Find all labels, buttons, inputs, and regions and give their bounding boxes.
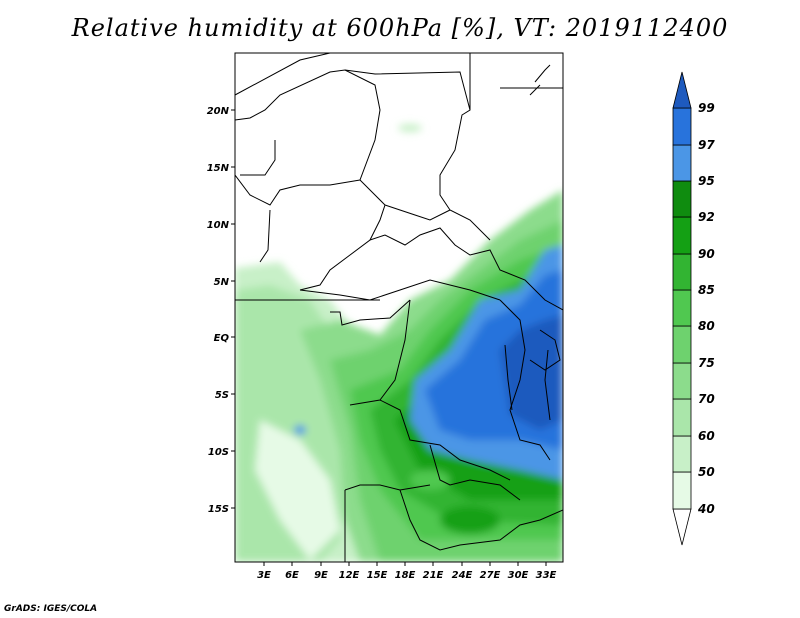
lon-label-12e: 12E [339,570,360,581]
lon-label-30e: 30E [508,570,529,581]
colorbar-swatch [672,216,692,255]
lon-label-6e: 6E [285,570,299,581]
colorbar-level-label: 80 [698,319,715,333]
colorbar-swatch [672,253,692,291]
colorbar-level-label: 97 [698,138,715,152]
colorbar-level-label: 85 [698,283,715,297]
colorbar-swatch [672,508,692,546]
lon-label-24e: 24E [452,570,473,581]
colorbar-level-label: 70 [698,392,715,406]
humidity-field [235,124,563,562]
colorbar: 40 50 60 70 75 80 85 90 92 95 97 99 [672,71,715,546]
lat-label-5n: 5N [214,277,230,288]
lon-label-33e: 33E [536,570,557,581]
grads-credit: GrADS: IGES/COLA [4,604,98,614]
latitude-axis [231,109,235,509]
colorbar-swatch [672,107,692,146]
colorbar-swatch [672,180,692,218]
lat-label-15n: 15N [207,163,230,174]
lon-label-18e: 18E [395,570,416,581]
colorbar-level-label: 99 [698,101,715,115]
colorbar-swatch [672,471,692,510]
lat-label-10n: 10N [207,220,230,231]
lon-label-21e: 21E [423,570,444,581]
lat-label-eq: EQ [214,333,230,344]
colorbar-swatch [672,325,692,364]
lat-label-20n: 20N [207,106,230,117]
longitude-axis [263,562,547,566]
colorbar-swatch [672,144,692,182]
lon-label-15e: 15E [367,570,388,581]
colorbar-level-label: 40 [697,502,715,516]
colorbar-level-label: 75 [698,356,715,370]
colorbar-swatch [672,362,692,400]
colorbar-level-label: 95 [698,174,715,188]
lon-label-9e: 9E [314,570,328,581]
lat-label-15s: 15S [208,504,229,515]
map-frame [234,52,564,563]
colorbar-level-label: 92 [698,210,715,224]
colorbar-swatch [672,435,692,473]
lat-label-5s: 5S [215,390,229,401]
colorbar-level-label: 50 [698,465,715,479]
country-borders [235,53,563,562]
colorbar-level-label: 60 [698,429,715,443]
lon-label-3e: 3E [257,570,271,581]
colorbar-swatch [672,398,692,437]
lon-label-27e: 27E [480,570,501,581]
colorbar-swatch [672,71,692,109]
colorbar-level-label: 90 [698,247,715,261]
lat-label-10s: 10S [208,447,229,458]
colorbar-swatch [672,289,692,327]
map-title: Relative humidity at 600hPa [%], VT: 201… [71,14,729,42]
